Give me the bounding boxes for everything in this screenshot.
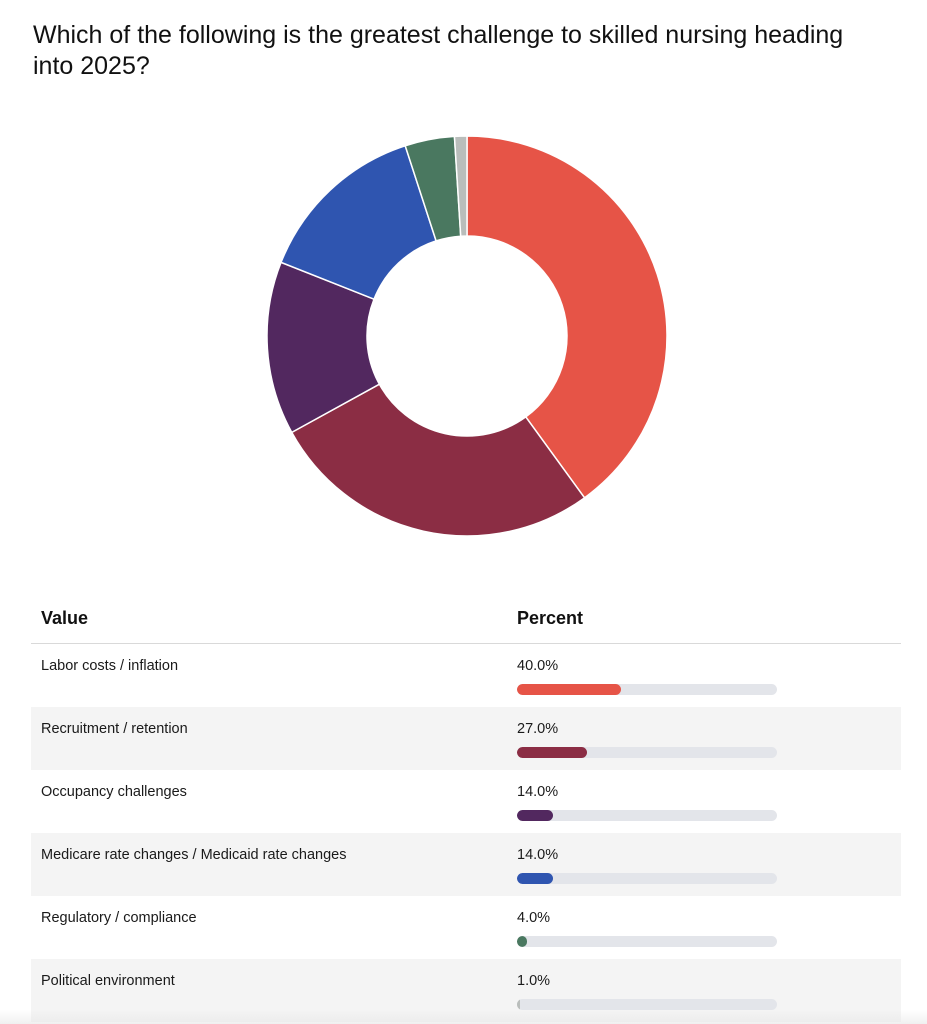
chart-title: Which of the following is the greatest c… <box>33 21 844 80</box>
percent-column-header: Percent <box>517 608 584 628</box>
table-row: Occupancy challenges 14.0% <box>31 770 901 833</box>
percent-bar-fill <box>517 747 588 758</box>
percent-bar-fill <box>517 999 520 1010</box>
table-header: Value Percent <box>31 594 901 644</box>
row-percent-label: 14.0% <box>517 784 559 800</box>
donut-slice-political-environment[interactable] <box>453 135 468 237</box>
percent-bar-track <box>517 747 777 758</box>
percent-bar-fill <box>517 810 554 821</box>
row-value-label: Regulatory / compliance <box>41 910 197 926</box>
results-table: Value Percent Labor costs / inflation 40.… <box>31 594 901 1022</box>
row-value-label: Labor costs / inflation <box>41 658 179 674</box>
donut-svg <box>266 135 668 537</box>
row-value-label: Medicare rate changes / Medicaid rate ch… <box>41 847 347 863</box>
table-row: Medicare rate changes / Medicaid rate ch… <box>31 833 901 896</box>
percent-bar-track <box>517 999 777 1010</box>
row-percent-label: 14.0% <box>517 847 559 863</box>
table-row: Regulatory / compliance 4.0% <box>31 896 901 959</box>
percent-bar-track <box>517 684 777 695</box>
table-row: Labor costs / inflation 40.0% <box>31 644 901 707</box>
row-value-label: Recruitment / retention <box>41 721 188 737</box>
row-value-label: Political environment <box>41 973 175 989</box>
percent-bar-fill <box>517 873 554 884</box>
value-column-header: Value <box>41 608 89 628</box>
donut-slice-labor-costs-inflation[interactable] <box>466 135 668 499</box>
percent-bar-track <box>517 873 777 884</box>
donut-slice-recruitment-retention[interactable] <box>290 383 586 537</box>
bottom-fade <box>0 1010 927 1024</box>
row-percent-label: 27.0% <box>517 721 559 737</box>
donut-chart <box>250 119 684 553</box>
table-body: Labor costs / inflation 40.0% Recruitment … <box>31 644 901 1022</box>
row-value-label: Occupancy challenges <box>41 784 187 800</box>
percent-bar-track <box>517 810 777 821</box>
table-row: Recruitment / retention 27.0% <box>31 707 901 770</box>
percent-bar-fill <box>517 936 528 947</box>
percent-bar-fill <box>517 684 621 695</box>
row-percent-label: 4.0% <box>517 910 551 926</box>
row-percent-label: 40.0% <box>517 658 559 674</box>
row-percent-label: 1.0% <box>517 973 551 989</box>
percent-bar-track <box>517 936 777 947</box>
